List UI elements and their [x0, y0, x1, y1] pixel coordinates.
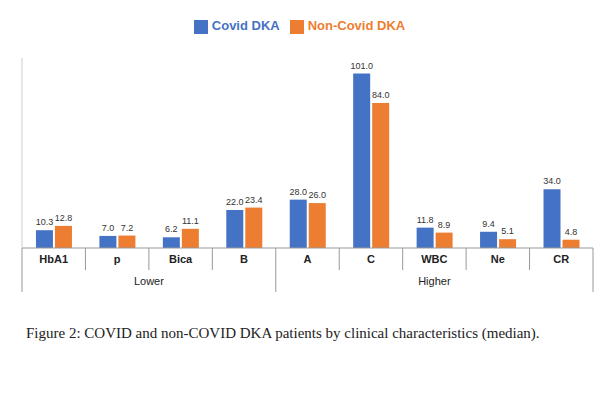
svg-text:Higher: Higher	[418, 275, 451, 287]
svg-text:7.0: 7.0	[102, 223, 115, 233]
svg-text:28.0: 28.0	[289, 187, 307, 197]
svg-text:CR: CR	[553, 253, 569, 265]
svg-text:Lower: Lower	[134, 275, 164, 287]
svg-text:8.9: 8.9	[438, 220, 451, 230]
svg-text:WBC: WBC	[421, 253, 447, 265]
svg-text:A: A	[304, 253, 312, 265]
svg-text:C: C	[367, 253, 375, 265]
svg-text:12.8: 12.8	[55, 213, 73, 223]
svg-text:5.1: 5.1	[501, 226, 514, 236]
svg-text:9.4: 9.4	[482, 219, 495, 229]
svg-text:23.4: 23.4	[245, 195, 263, 205]
html-text:Non-Covid DKA: Non-Covid DKA	[307, 18, 406, 33]
svg-text:84.0: 84.0	[372, 90, 390, 100]
html-text:Figure 2: COVID and non-COVID: Figure 2: COVID and non-COVID DKA patien…	[26, 325, 540, 341]
svg-text:10.3: 10.3	[36, 217, 54, 227]
svg-text:Ne: Ne	[491, 253, 505, 265]
svg-text:HbA1: HbA1	[39, 253, 68, 265]
svg-text:4.8: 4.8	[565, 227, 578, 237]
svg-text:B: B	[240, 253, 248, 265]
svg-text:Bica: Bica	[169, 253, 193, 265]
svg-text:11.8: 11.8	[417, 215, 434, 225]
svg-text:p: p	[114, 253, 121, 265]
svg-text:11.1: 11.1	[182, 216, 199, 226]
html-text:Covid DKA: Covid DKA	[211, 18, 280, 33]
svg-text:26.0: 26.0	[308, 190, 326, 200]
svg-text:101.0: 101.0	[350, 61, 373, 71]
svg-text:7.2: 7.2	[121, 223, 134, 233]
svg-text:22.0: 22.0	[226, 197, 244, 207]
svg-text:34.0: 34.0	[543, 176, 561, 186]
svg-text:6.2: 6.2	[165, 224, 178, 234]
